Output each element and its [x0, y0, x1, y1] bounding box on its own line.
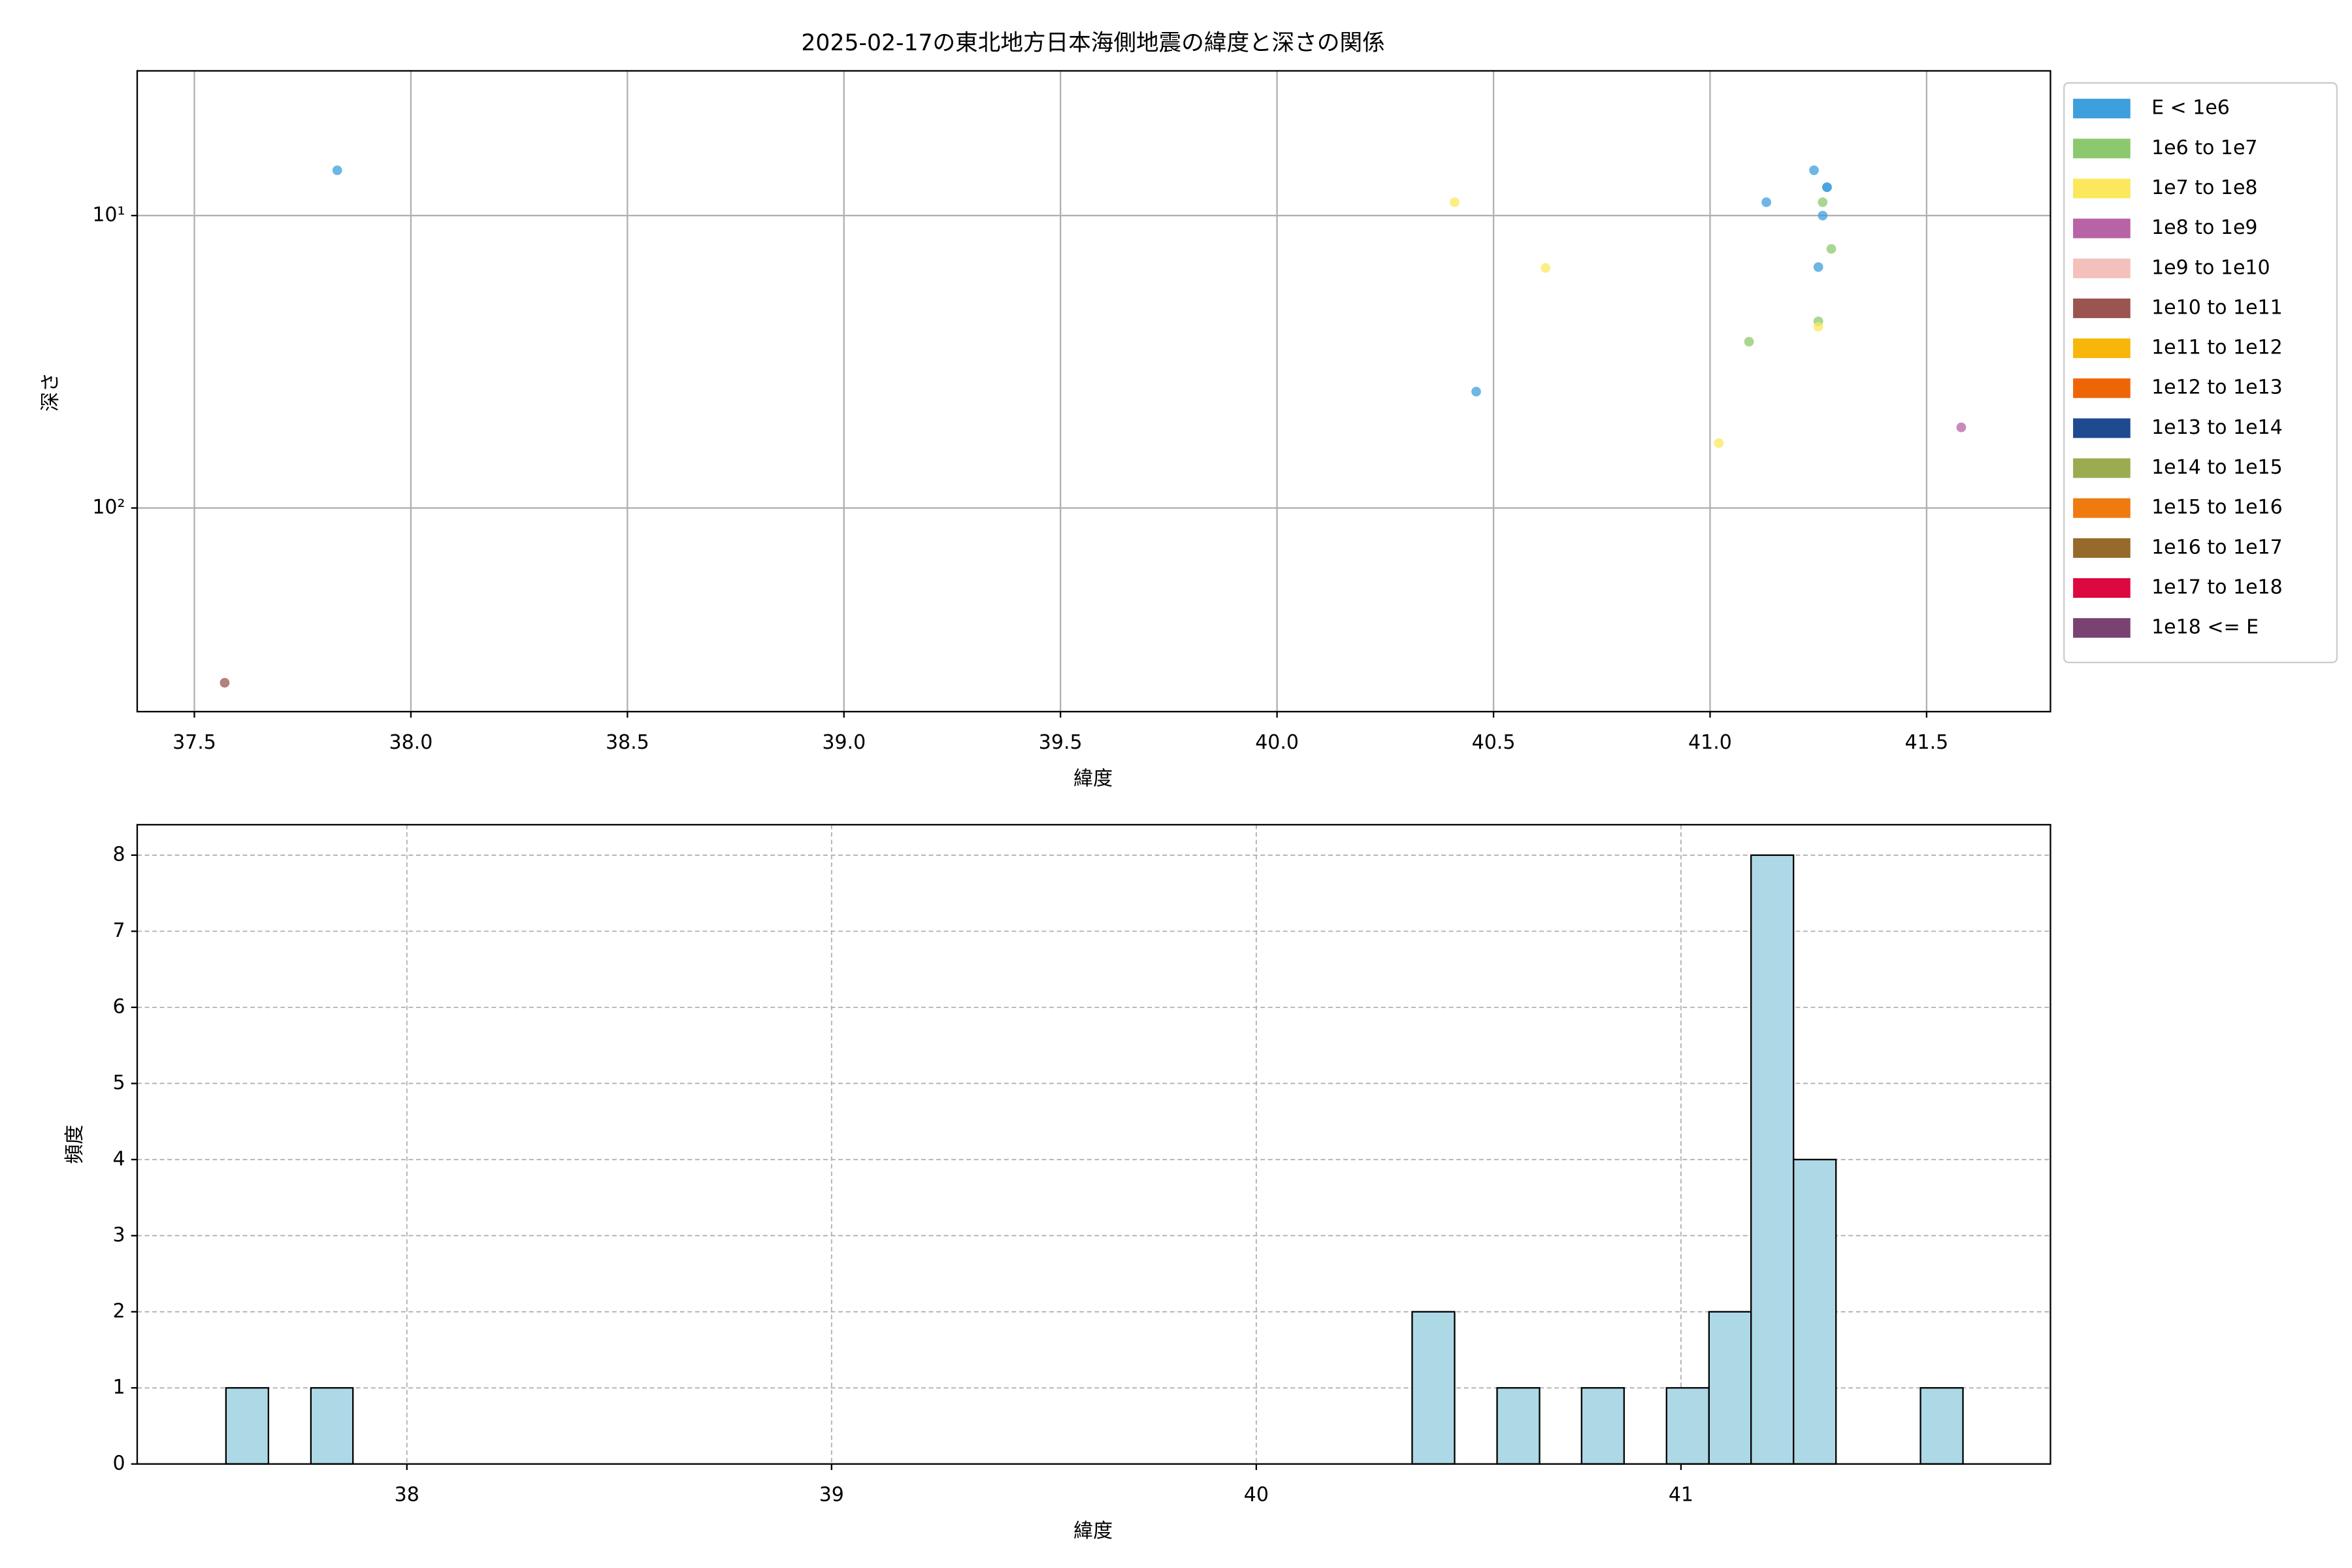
y-tick-label: 4 — [112, 1147, 125, 1170]
histogram-bar — [1665, 1387, 1710, 1465]
legend-label: 1e12 to 1e13 — [2151, 376, 2283, 399]
legend-label: 1e14 to 1e15 — [2151, 456, 2283, 479]
legend-label: 1e9 to 1e10 — [2151, 256, 2270, 279]
y-tick-label: 3 — [112, 1224, 125, 1247]
legend-swatch — [2073, 99, 2131, 119]
legend-swatch — [2073, 538, 2131, 558]
scatter-point — [1449, 197, 1460, 207]
scatter-point — [1818, 197, 1828, 207]
x-axis-label: 緯度 — [1073, 768, 1113, 791]
histogram-bar — [1411, 1311, 1456, 1465]
scatter-point — [1956, 422, 1967, 433]
x-tick-label: 38.5 — [606, 731, 649, 754]
legend-label: 1e8 to 1e9 — [2151, 216, 2257, 239]
legend-label: 1e18 <= E — [2151, 616, 2259, 639]
y-tick-label: 7 — [112, 919, 125, 942]
legend-swatch — [2073, 258, 2131, 278]
legend-label: 1e15 to 1e16 — [2151, 496, 2283, 519]
legend-swatch — [2073, 578, 2131, 598]
x-tick-label: 39.5 — [1039, 731, 1083, 754]
legend-swatch — [2073, 618, 2131, 638]
x-tick-label: 39 — [819, 1484, 844, 1507]
legend-swatch — [2073, 218, 2131, 238]
histogram-bar — [1580, 1387, 1625, 1465]
chart-title: 2025-02-17の東北地方日本海側地震の緯度と深さの関係 — [801, 30, 1384, 56]
legend-swatch — [2073, 139, 2131, 159]
legend-swatch — [2073, 298, 2131, 318]
scatter-point — [1744, 336, 1754, 347]
scatter-point — [220, 678, 230, 688]
legend-swatch — [2073, 498, 2131, 518]
x-tick-label: 39.0 — [822, 731, 866, 754]
histogram-bar — [1708, 1311, 1752, 1465]
scatter-point — [1813, 262, 1823, 272]
x-tick-label: 37.5 — [172, 731, 216, 754]
y-axis-label: 深さ — [39, 372, 62, 412]
histogram-bar — [225, 1387, 270, 1465]
plot-frame — [136, 70, 2051, 713]
scatter-point — [1813, 321, 1823, 332]
x-tick-label: 41.0 — [1688, 731, 1732, 754]
scatter-point — [1818, 210, 1828, 221]
x-tick-label: 41 — [1669, 1484, 1693, 1507]
background — [3, 0, 2349, 1568]
y-tick-label: 2 — [112, 1299, 125, 1322]
scatter-point — [1541, 263, 1550, 273]
y-tick-label: 0 — [112, 1452, 125, 1475]
scatter-point — [1809, 165, 1819, 176]
y-tick-label: 1 — [112, 1376, 125, 1399]
legend-label: 1e11 to 1e12 — [2151, 336, 2283, 359]
x-axis-label: 緯度 — [1073, 1520, 1113, 1543]
legend-label: 1e17 to 1e18 — [2151, 576, 2283, 599]
x-tick-label: 38 — [395, 1484, 419, 1507]
legend-swatch — [2073, 458, 2131, 478]
y-axis-label: 頻度 — [63, 1125, 86, 1164]
x-tick-label: 40 — [1244, 1484, 1269, 1507]
legend-label: 1e13 to 1e14 — [2151, 416, 2283, 439]
x-tick-label: 40.5 — [1472, 731, 1516, 754]
x-tick-label: 40.0 — [1255, 731, 1299, 754]
legend-box — [2063, 82, 2338, 664]
y-tick-label: 10² — [92, 496, 125, 519]
scatter-point — [1471, 387, 1481, 397]
plot-frame — [136, 824, 2051, 1465]
x-tick-label: 38.0 — [389, 731, 433, 754]
legend-swatch — [2073, 178, 2131, 199]
legend-swatch — [2073, 378, 2131, 399]
legend-swatch — [2073, 418, 2131, 438]
x-tick-label: 41.5 — [1904, 731, 1948, 754]
histogram-bar — [1750, 854, 1795, 1465]
legend-label: 1e10 to 1e11 — [2151, 296, 2283, 319]
histogram-bar — [310, 1387, 354, 1465]
histogram-bar — [1496, 1387, 1541, 1465]
histogram-bar — [1919, 1387, 1964, 1465]
legend-label: 1e6 to 1e7 — [2151, 137, 2257, 159]
y-tick-label: 10¹ — [92, 203, 125, 226]
y-tick-label: 5 — [112, 1071, 125, 1094]
scatter-point — [1822, 182, 1832, 192]
legend-label: E < 1e6 — [2151, 97, 2230, 120]
histogram-bar — [1793, 1158, 1837, 1465]
legend-label: 1e7 to 1e8 — [2151, 176, 2257, 199]
scatter-point — [1714, 438, 1724, 448]
scatter-point — [332, 165, 342, 176]
scatter-point — [1826, 244, 1837, 254]
scatter-point — [1761, 197, 1772, 207]
y-tick-label: 6 — [112, 995, 125, 1018]
legend-label: 1e16 to 1e17 — [2151, 536, 2283, 559]
legend-swatch — [2073, 338, 2131, 359]
y-tick-label: 8 — [112, 843, 125, 866]
